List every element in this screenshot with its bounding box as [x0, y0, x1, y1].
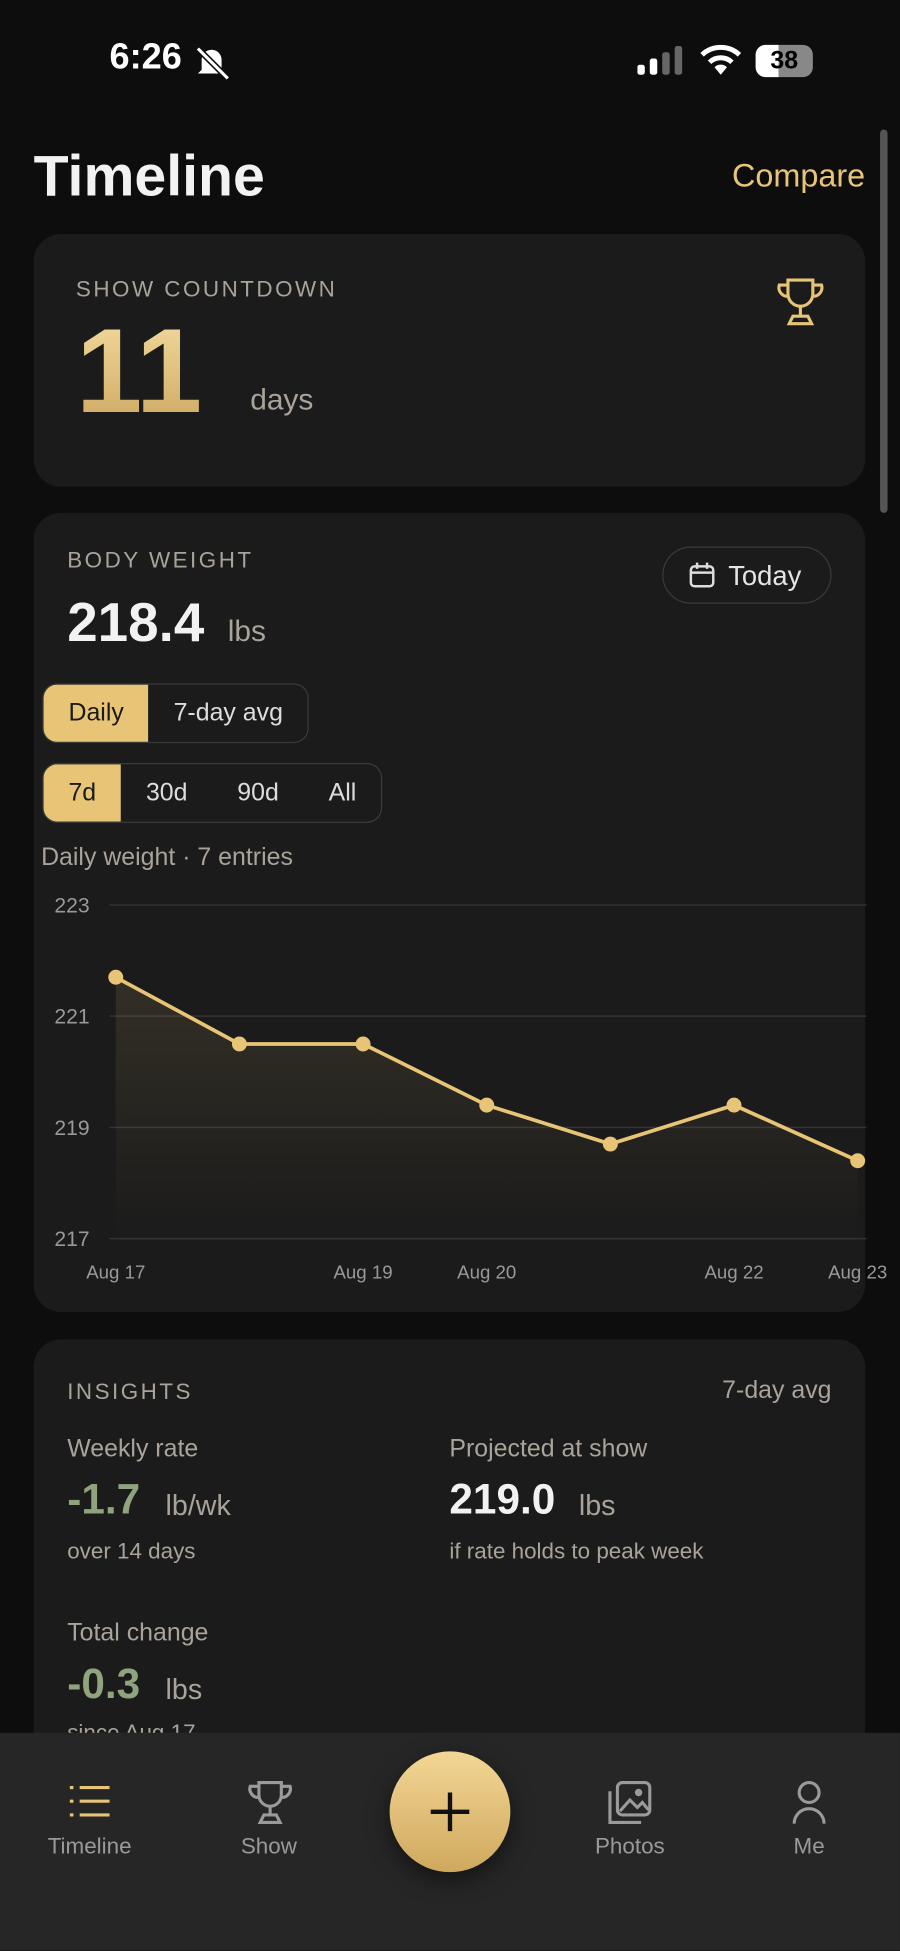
insights-label: INSIGHTS — [67, 1379, 193, 1405]
countdown-value: 11 — [76, 304, 202, 441]
y-tick-label: 223 — [54, 894, 89, 917]
weight-chart: 217 219 221 223 Aug 17 Aug 19 Aug 20 Aug 22 Aug … — [54, 894, 887, 1282]
photos-icon — [608, 1780, 652, 1824]
tab[interactable]: Timeline — [47, 1833, 132, 1859]
data-point — [602, 1136, 618, 1152]
calendar-icon — [689, 562, 715, 588]
data-point — [850, 1153, 866, 1169]
tab[interactable]: Show — [240, 1833, 297, 1859]
mode-option[interactable]: Daily — [43, 684, 149, 742]
range-option[interactable]: 90d — [237, 779, 279, 807]
data-point — [108, 969, 124, 985]
range-option[interactable]: All — [328, 779, 357, 807]
weight-unit: lbs — [227, 614, 266, 649]
insight-value: -0.3 — [67, 1660, 141, 1708]
show-icon — [248, 1780, 292, 1824]
x-tick-label: Aug 20 — [457, 1261, 516, 1282]
y-tick-label: 221 — [54, 1006, 89, 1029]
weight-label: BODY WEIGHT — [67, 547, 254, 573]
countdown-label: SHOW COUNTDOWN — [75, 276, 338, 302]
x-tick-label: Aug 19 — [333, 1261, 392, 1282]
x-tick-label: Aug 17 — [86, 1261, 145, 1282]
signal-icon — [637, 46, 683, 75]
insight-note: over 14 days — [67, 1538, 196, 1564]
compare-button[interactable]: Compare — [732, 156, 866, 195]
page-title: Timeline — [33, 143, 265, 208]
add-button[interactable] — [389, 1751, 511, 1873]
insight-label: Total change — [67, 1619, 209, 1647]
date-button-label: Today — [728, 560, 802, 592]
mute-icon — [195, 46, 230, 80]
data-point — [726, 1097, 742, 1113]
data-point — [231, 1036, 247, 1052]
countdown-unit: days — [250, 383, 314, 418]
mode-toggle: Daily 7-day avg — [42, 683, 310, 744]
insight-unit: lbs — [165, 1673, 203, 1706]
insight-unit: lbs — [578, 1488, 616, 1522]
x-tick-label: Aug 22 — [704, 1261, 763, 1282]
insight-label: Projected at show — [449, 1435, 648, 1463]
scrollbar — [880, 129, 888, 513]
insight-label: Weekly rate — [67, 1435, 199, 1463]
wifi-icon — [700, 44, 742, 75]
y-tick-label: 219 — [54, 1117, 89, 1140]
status-time: 6:26 — [109, 37, 182, 78]
insight-value: 219.0 — [449, 1476, 556, 1524]
battery: 38 — [755, 44, 813, 78]
chart-title: Daily weight · 7 entries — [41, 843, 293, 872]
me-icon — [792, 1780, 826, 1824]
tab[interactable]: Photos — [594, 1833, 665, 1859]
plus-icon — [430, 1792, 470, 1832]
data-point — [355, 1036, 371, 1052]
y-tick-label: 217 — [54, 1228, 89, 1251]
insight-note: if rate holds to peak week — [449, 1538, 704, 1564]
range-option[interactable]: 7d — [43, 764, 122, 822]
range-option[interactable]: 30d — [145, 779, 188, 807]
timeline-icon — [69, 1785, 110, 1817]
tab[interactable]: Me — [793, 1833, 825, 1859]
insight-value: -1.7 — [67, 1476, 141, 1524]
date-button[interactable]: Today — [662, 546, 832, 604]
data-point — [479, 1097, 495, 1113]
insights-basis: 7-day avg — [722, 1376, 832, 1405]
mode-option[interactable]: 7-day avg — [173, 699, 283, 727]
countdown-card: SHOW COUNTDOWN 11 days — [33, 234, 866, 487]
x-tick-label: Aug 23 — [828, 1261, 887, 1282]
weight-value: 218.4 — [67, 592, 205, 654]
trophy-icon — [777, 278, 824, 326]
insight-unit: lb/wk — [165, 1488, 231, 1522]
range-toggle: 7d 30d 90d All — [42, 763, 383, 823]
